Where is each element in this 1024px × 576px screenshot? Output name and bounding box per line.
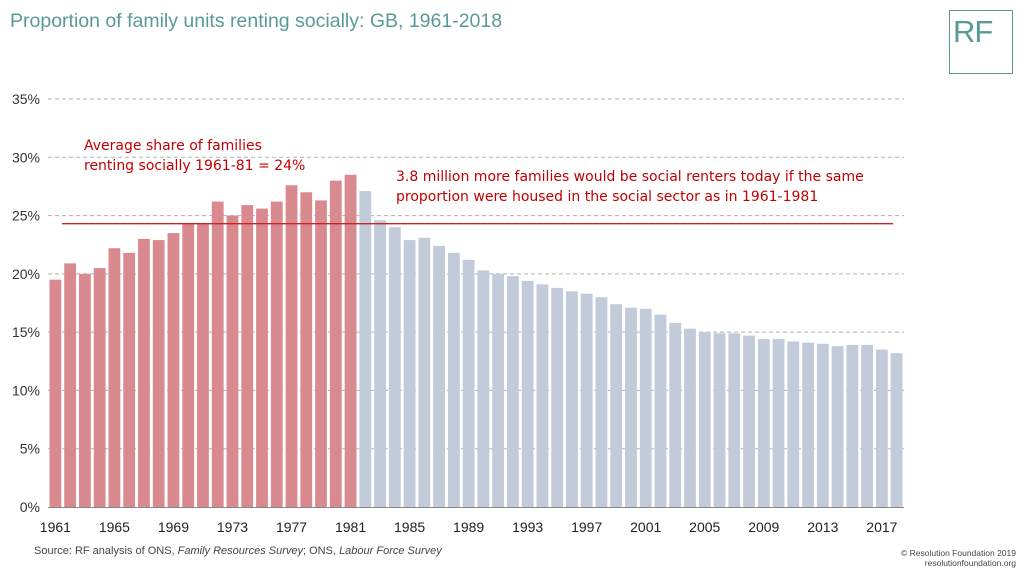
y-tick-label: 0% bbox=[20, 499, 40, 515]
bar-2000 bbox=[625, 307, 637, 507]
x-tick-label: 1961 bbox=[40, 519, 71, 535]
bar-1987 bbox=[433, 245, 446, 507]
bar-1986 bbox=[418, 237, 431, 507]
rf-logo: RF bbox=[949, 10, 1013, 74]
bar-1984 bbox=[388, 227, 401, 507]
source-prefix: Source: RF analysis of ONS, bbox=[34, 545, 178, 557]
bar-1972 bbox=[211, 201, 224, 507]
x-tick-label: 2013 bbox=[807, 519, 838, 535]
bar-1985 bbox=[403, 240, 416, 507]
y-tick-label: 15% bbox=[12, 324, 40, 340]
bar-2011 bbox=[787, 341, 800, 507]
bar-2007 bbox=[728, 333, 741, 507]
bar-1966 bbox=[123, 252, 136, 507]
bar-2012 bbox=[802, 342, 814, 507]
bar-1978 bbox=[300, 192, 313, 507]
bar-1981 bbox=[344, 174, 357, 507]
bar-1991 bbox=[492, 273, 505, 507]
y-tick-label: 10% bbox=[12, 382, 40, 398]
bar-2008 bbox=[743, 335, 755, 507]
x-tick-label: 1969 bbox=[158, 519, 189, 535]
bar-1977 bbox=[285, 185, 298, 507]
average-annotation-line2: renting socially 1961-81 = 24% bbox=[84, 158, 306, 174]
bar-1983 bbox=[374, 220, 386, 507]
copyright-line1: © Resolution Foundation 2019 bbox=[901, 548, 1016, 558]
bar-1962 bbox=[64, 263, 77, 507]
bar-1963 bbox=[78, 273, 91, 507]
bar-1995 bbox=[551, 287, 564, 507]
copyright-line2: resolutionfoundation.org bbox=[924, 558, 1016, 568]
bar-1999 bbox=[610, 304, 623, 507]
x-tick-label: 1977 bbox=[276, 519, 307, 535]
y-tick-label: 30% bbox=[12, 149, 40, 165]
bar-1988 bbox=[447, 252, 460, 507]
bar-1970 bbox=[182, 223, 195, 507]
x-tick-label: 1985 bbox=[394, 519, 425, 535]
x-tick-label: 1965 bbox=[99, 519, 130, 535]
bar-1975 bbox=[256, 208, 268, 507]
bar-2003 bbox=[669, 322, 682, 507]
copyright: © Resolution Foundation 2019 resolutionf… bbox=[901, 548, 1016, 568]
y-tick-label: 5% bbox=[20, 441, 40, 457]
bar-2001 bbox=[639, 308, 652, 507]
bar-2013 bbox=[816, 343, 829, 507]
bar-2009 bbox=[757, 339, 770, 507]
bar-1993 bbox=[521, 280, 534, 507]
bar-2005 bbox=[698, 332, 711, 507]
bar-1996 bbox=[566, 291, 578, 507]
x-tick-label: 2005 bbox=[689, 519, 720, 535]
bar-2010 bbox=[772, 339, 785, 507]
x-tick-label: 1973 bbox=[217, 519, 248, 535]
bar-2004 bbox=[684, 328, 696, 507]
bar-1992 bbox=[506, 276, 519, 507]
bar-1997 bbox=[580, 293, 593, 507]
x-tick-label: 1981 bbox=[335, 519, 366, 535]
y-tick-label: 20% bbox=[12, 266, 40, 282]
bar-2015 bbox=[846, 344, 859, 507]
bar-1968 bbox=[152, 240, 165, 507]
rf-logo-text: RF bbox=[953, 14, 993, 49]
bar-1961 bbox=[49, 279, 62, 507]
bar-2006 bbox=[713, 333, 726, 507]
source-mid: ; ONS, bbox=[303, 545, 340, 557]
x-tick-label: 1993 bbox=[512, 519, 543, 535]
bar-1967 bbox=[138, 238, 150, 507]
bar-1964 bbox=[93, 268, 106, 507]
bar-1971 bbox=[197, 223, 209, 507]
bar-1973 bbox=[226, 215, 239, 508]
source-frs: Family Resources Survey bbox=[177, 545, 303, 557]
bar-1969 bbox=[167, 233, 180, 508]
y-tick-label: 25% bbox=[12, 208, 40, 224]
bar-2002 bbox=[654, 314, 667, 507]
source-lfs: Labour Force Survey bbox=[339, 545, 442, 557]
y-tick-label: 35% bbox=[12, 91, 40, 107]
bar-1980 bbox=[329, 180, 342, 507]
bar-1998 bbox=[595, 297, 608, 507]
bar-1982 bbox=[359, 191, 372, 507]
social-renters-note-line2: proportion were housed in the social sec… bbox=[396, 189, 819, 205]
x-tick-label: 2009 bbox=[748, 519, 779, 535]
x-tick-label: 1989 bbox=[453, 519, 484, 535]
bar-2016 bbox=[861, 344, 874, 507]
bar-2017 bbox=[875, 349, 888, 507]
bar-2014 bbox=[831, 346, 844, 507]
bar-1976 bbox=[270, 201, 283, 507]
bar-1979 bbox=[315, 200, 327, 507]
bar-1974 bbox=[241, 205, 254, 507]
bar-1990 bbox=[477, 270, 490, 507]
average-annotation-line1: Average share of families bbox=[84, 138, 262, 154]
chart-title: Proportion of family units renting socia… bbox=[10, 10, 503, 32]
bar-1965 bbox=[108, 248, 121, 507]
average-annotation: Average share of families renting social… bbox=[84, 136, 305, 176]
x-tick-label: 1997 bbox=[571, 519, 602, 535]
x-tick-label: 2017 bbox=[866, 519, 897, 535]
bar-1989 bbox=[462, 259, 475, 507]
x-tick-label: 2001 bbox=[630, 519, 661, 535]
source-note: Source: RF analysis of ONS, Family Resou… bbox=[34, 545, 442, 557]
bar-1994 bbox=[536, 284, 549, 507]
social-renters-note-line1: 3.8 million more families would be socia… bbox=[396, 169, 864, 185]
social-renters-note: 3.8 million more families would be socia… bbox=[396, 167, 864, 207]
bar-2018 bbox=[890, 353, 903, 507]
